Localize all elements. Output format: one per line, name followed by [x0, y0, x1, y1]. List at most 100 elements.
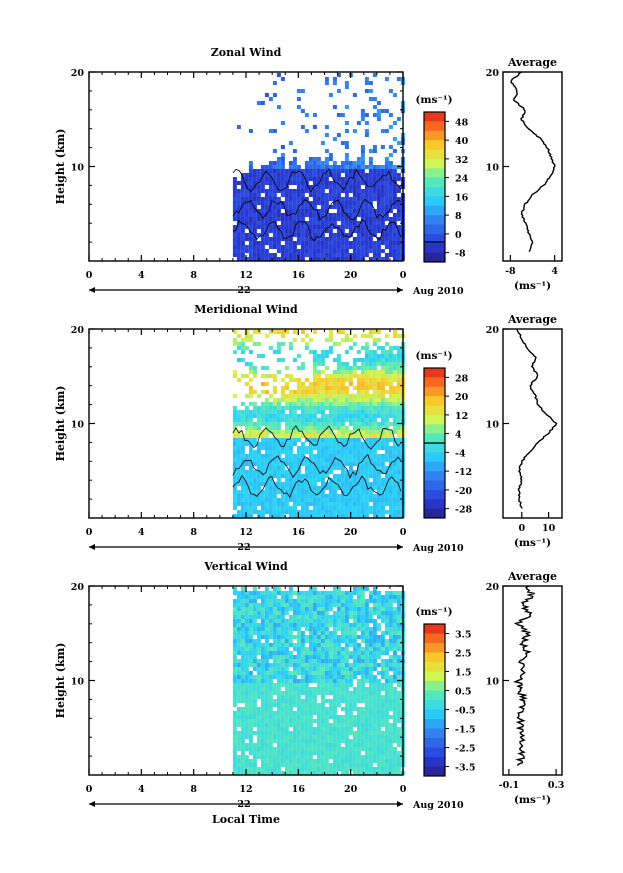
heatmap-cell — [236, 474, 241, 478]
heatmap-cell — [332, 631, 337, 635]
heatmap-cell — [384, 442, 389, 446]
heatmap-cell — [348, 715, 353, 719]
heatmap-cell — [300, 398, 305, 402]
heatmap-cell — [272, 149, 277, 153]
heatmap-cell — [352, 410, 357, 414]
heatmap-cell — [392, 715, 397, 719]
heatmap-cell — [300, 109, 305, 113]
heatmap-cell — [340, 707, 345, 711]
heatmap-cell — [312, 747, 317, 751]
colorbar-segment — [424, 112, 445, 122]
heatmap-cell — [300, 494, 305, 498]
heatmap-cell — [276, 759, 281, 763]
heatmap-cell — [372, 599, 377, 603]
heatmap-cell — [332, 237, 337, 241]
x-tick-label: 0 — [400, 270, 407, 281]
heatmap-cell — [332, 502, 337, 506]
heatmap-cell — [304, 386, 309, 390]
heatmap-cell — [248, 747, 253, 751]
heatmap-cell — [276, 438, 281, 442]
heatmap-cell — [392, 257, 397, 261]
heatmap-cell — [248, 595, 253, 599]
heatmap-cell — [288, 591, 293, 595]
heatmap-cell — [364, 133, 369, 137]
heatmap-cell — [336, 398, 341, 402]
heatmap-cell — [248, 482, 253, 486]
heatmap-cell — [336, 446, 341, 450]
heatmap-cell — [336, 406, 341, 410]
heatmap-cell — [392, 655, 397, 659]
heatmap-cell — [240, 410, 245, 414]
heatmap-cell — [364, 426, 369, 430]
heatmap-cell — [312, 591, 317, 595]
heatmap-cell — [332, 478, 337, 482]
heatmap-cell — [276, 707, 281, 711]
heatmap-cell — [292, 189, 297, 193]
heatmap-cell — [376, 599, 381, 603]
heatmap-cell — [336, 759, 341, 763]
heatmap-cell — [376, 394, 381, 398]
heatmap-cell — [376, 739, 381, 743]
heatmap-cell — [248, 731, 253, 735]
heatmap-cell — [328, 667, 333, 671]
heatmap-cell — [356, 350, 361, 354]
heatmap-cell — [308, 426, 313, 430]
heatmap-cell — [252, 631, 257, 635]
heatmap-cell — [388, 619, 393, 623]
heatmap-cell — [340, 438, 345, 442]
heatmap-cell — [376, 711, 381, 715]
heatmap-cell — [332, 374, 337, 378]
heatmap-cell — [392, 751, 397, 755]
heatmap-cell — [248, 430, 253, 434]
heatmap-cell — [336, 506, 341, 510]
heatmap-cell — [248, 229, 253, 233]
heatmap-cell — [244, 679, 249, 683]
heatmap-cell — [320, 607, 325, 611]
heatmap-cell — [304, 438, 309, 442]
heatmap-cell — [312, 201, 317, 205]
heatmap-cell — [264, 659, 269, 663]
heatmap-cell — [324, 165, 329, 169]
heatmap-cell — [260, 675, 265, 679]
heatmap-cell — [280, 358, 285, 362]
colorbar-tick-label: -20 — [455, 486, 473, 497]
heatmap-cell — [384, 619, 389, 623]
heatmap-cell — [384, 426, 389, 430]
heatmap-cell — [384, 639, 389, 643]
heatmap-cell — [384, 490, 389, 494]
heatmap-cell — [240, 619, 245, 623]
heatmap-cell — [328, 225, 333, 229]
heatmap-cell — [332, 647, 337, 651]
heatmap-cell — [396, 506, 401, 510]
heatmap-cell — [352, 221, 357, 225]
heatmap-cell — [380, 181, 385, 185]
heatmap-cell — [308, 727, 313, 731]
heatmap-cell — [392, 225, 397, 229]
heatmap-cell — [288, 663, 293, 667]
heatmap-cell — [300, 217, 305, 221]
heatmap-cell — [352, 93, 357, 97]
heatmap-cell — [240, 514, 245, 518]
heatmap-cell — [360, 591, 365, 595]
heatmap-cell — [380, 414, 385, 418]
heatmap-cell — [376, 615, 381, 619]
heatmap-cell — [328, 434, 333, 438]
heatmap-cell — [240, 715, 245, 719]
heatmap-cell — [308, 466, 313, 470]
heatmap-cell — [320, 257, 325, 261]
heatmap-cell — [252, 699, 257, 703]
heatmap-cell — [260, 382, 265, 386]
heatmap-cell — [344, 506, 349, 510]
heatmap-cell — [324, 611, 329, 615]
heatmap-cell — [280, 755, 285, 759]
heatmap-cell — [320, 703, 325, 707]
heatmap-cell — [288, 446, 293, 450]
heatmap-cell — [268, 97, 273, 101]
heatmap-cell — [392, 394, 397, 398]
heatmap-cell — [288, 719, 293, 723]
heatmap-cell — [312, 691, 317, 695]
heatmap-cell — [352, 647, 357, 651]
heatmap-cell — [344, 679, 349, 683]
heatmap-cell — [292, 197, 297, 201]
heatmap-cell — [344, 743, 349, 747]
